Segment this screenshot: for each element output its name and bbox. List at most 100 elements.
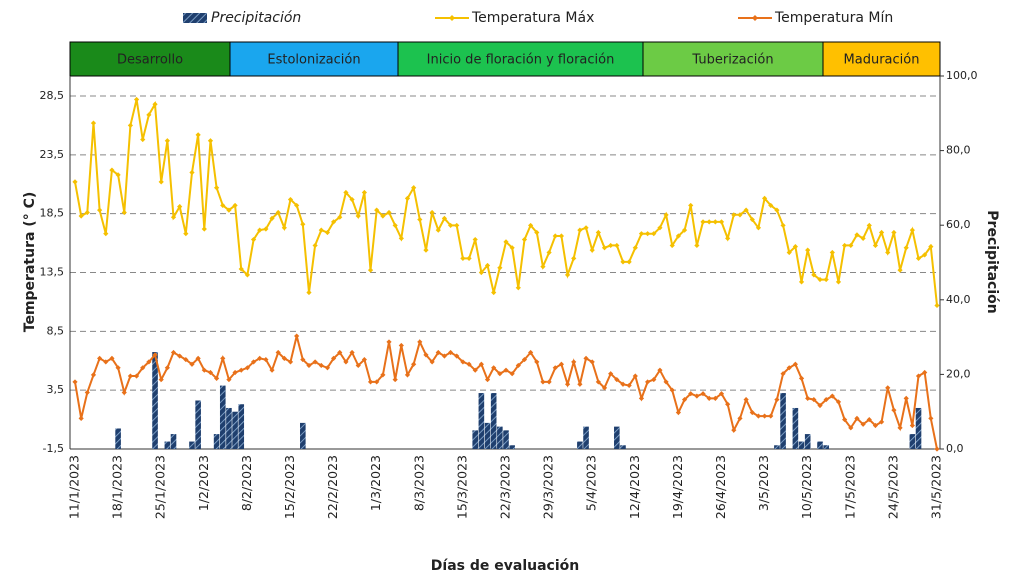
x-tick-label: 15/2/2023 — [282, 455, 297, 519]
temp-marker — [835, 279, 842, 285]
temp-marker — [367, 379, 374, 385]
temp-marker — [571, 255, 577, 261]
x-tick-label: 22/3/2023 — [498, 455, 513, 519]
temp-marker — [331, 355, 337, 361]
precip-bar — [478, 393, 485, 449]
precip-bar — [490, 393, 497, 449]
y-tick-label: 13,5 — [40, 266, 65, 279]
temp-marker — [121, 389, 127, 396]
temp-marker — [589, 359, 595, 365]
temp-marker — [170, 349, 177, 356]
temp-marker — [103, 231, 109, 237]
temp-marker — [743, 396, 749, 403]
temp-marker — [374, 207, 380, 213]
temp-marker — [909, 227, 915, 233]
temp-marker — [164, 138, 170, 144]
y-tick-label: 23,5 — [40, 148, 65, 161]
temp-marker — [127, 122, 134, 129]
temp-marker — [417, 339, 423, 345]
temp-marker — [503, 239, 509, 245]
temp-marker — [177, 204, 183, 210]
temp-marker — [189, 169, 195, 176]
temp-marker — [651, 376, 657, 383]
precip-bar — [164, 441, 171, 449]
precip-bar — [577, 441, 583, 449]
temp-marker — [177, 353, 183, 359]
precip-bar — [823, 445, 829, 449]
temp-marker — [195, 355, 201, 361]
temp-marker — [823, 276, 829, 283]
x-tick-label: 24/5/2023 — [885, 455, 900, 519]
legend-marker — [449, 15, 455, 21]
y-axis-title: Temperatura (° C) — [22, 192, 38, 332]
temp-marker — [398, 235, 404, 241]
temp-marker — [866, 222, 872, 229]
temp-marker — [786, 249, 792, 256]
temp-marker — [712, 219, 718, 225]
temp-marker — [657, 225, 663, 231]
temp-marker — [878, 229, 885, 236]
temp-marker — [226, 376, 232, 383]
temp-marker — [700, 391, 706, 397]
temp-marker — [669, 387, 675, 393]
temp-marker — [669, 242, 675, 249]
temp-marker — [718, 391, 725, 397]
x-tick-label: 31/5/2023 — [929, 455, 944, 519]
temp-marker — [318, 227, 324, 233]
temp-marker — [287, 359, 294, 365]
temp-marker — [564, 381, 571, 387]
temp-marker — [762, 413, 768, 419]
temp-marker — [189, 361, 195, 367]
temp-marker — [269, 215, 275, 221]
temp-marker — [792, 244, 798, 250]
temp-marker — [552, 365, 558, 371]
precip-bar — [170, 434, 177, 449]
y2-tick-label: 80,0 — [946, 144, 971, 157]
temp-marker — [478, 269, 484, 276]
temp-marker — [78, 213, 84, 219]
temp-marker — [928, 244, 934, 250]
temp-marker — [287, 196, 294, 203]
y2-tick-label: 100,0 — [946, 69, 978, 82]
temp-marker — [183, 356, 189, 363]
y-tick-label: 28,5 — [40, 89, 65, 102]
temp-marker — [829, 249, 835, 256]
temp-marker — [491, 365, 497, 371]
temp-marker — [854, 232, 860, 238]
temp-marker — [891, 229, 897, 236]
temp-marker — [540, 264, 546, 270]
temp-marker — [121, 209, 127, 216]
temp-marker — [583, 355, 589, 361]
temp-marker — [275, 349, 281, 356]
temp-marker — [768, 413, 774, 419]
precip-bar — [472, 430, 479, 449]
temp-marker — [349, 196, 355, 203]
temp-marker — [663, 212, 669, 218]
precip-bar — [614, 426, 620, 449]
temp-marker — [398, 342, 404, 349]
x-axis-title: Días de evaluación — [431, 558, 579, 574]
temp-marker — [928, 415, 934, 422]
precip-bar — [232, 411, 238, 449]
temp-marker — [220, 202, 226, 209]
temp-marker — [115, 172, 121, 178]
temp-marker — [411, 185, 417, 191]
temp-marker — [78, 415, 84, 422]
temp-marker — [152, 352, 158, 358]
temp-marker — [466, 255, 472, 261]
temp-marker — [226, 207, 232, 213]
temp-marker — [201, 367, 207, 373]
temp-marker — [429, 209, 435, 216]
precip-bar — [780, 393, 786, 449]
temp-marker — [146, 359, 152, 365]
temp-marker — [614, 242, 620, 249]
temp-marker — [780, 222, 786, 229]
temp-marker — [842, 416, 848, 423]
legend-marker — [752, 15, 758, 21]
temp-marker — [915, 373, 922, 379]
temp-marker — [515, 285, 521, 291]
temp-marker — [417, 216, 423, 223]
temp-marker — [614, 376, 620, 383]
temp-marker — [109, 167, 115, 173]
temp-marker — [805, 395, 811, 402]
